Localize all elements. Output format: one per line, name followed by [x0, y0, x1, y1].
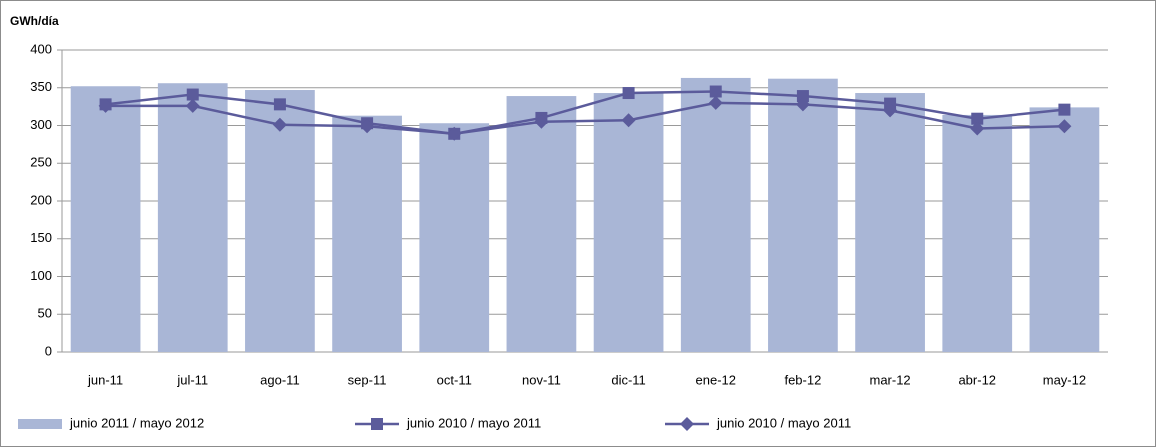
marker: [795, 97, 810, 112]
legend-label: junio 2010 / mayo 2011: [406, 415, 541, 430]
y-tick-label: 200: [30, 192, 52, 207]
marker: [185, 98, 200, 113]
marker: [1057, 119, 1072, 134]
bar: [1029, 107, 1100, 352]
x-tick-label: sep-11: [348, 372, 387, 387]
marker: [971, 112, 984, 125]
bar: [680, 77, 751, 352]
marker: [621, 113, 636, 128]
bar: [855, 93, 925, 352]
legend-label: junio 2010 / mayo 2011: [716, 415, 851, 430]
y-tick-label: 150: [30, 230, 52, 245]
marker: [883, 103, 898, 118]
line: [105, 90, 1065, 136]
y-tick-label: 50: [38, 306, 52, 321]
bar: [70, 86, 141, 353]
marker: [534, 114, 549, 129]
marker: [622, 87, 635, 100]
bar: [419, 123, 490, 352]
marker: [796, 90, 809, 103]
bar: [332, 115, 402, 352]
x-tick-label: feb-12: [784, 372, 821, 387]
bar: [942, 114, 1013, 353]
y-tick-label: 400: [30, 41, 52, 56]
x-tick-label: may-12: [1043, 372, 1086, 387]
legend-swatch: [18, 419, 62, 429]
x-tick-label: jun-11: [87, 372, 123, 387]
marker: [98, 98, 113, 113]
x-tick-label: ene-12: [696, 372, 736, 387]
marker: [273, 98, 286, 111]
marker: [970, 121, 985, 136]
x-tick-label: jul-11: [176, 372, 208, 387]
y-axis-label: GWh/día: [10, 14, 59, 28]
x-tick-label: abr-12: [958, 372, 996, 387]
x-tick-label: mar-12: [869, 372, 910, 387]
legend-marker: [371, 418, 383, 430]
y-tick-label: 300: [30, 117, 52, 132]
marker: [272, 117, 287, 132]
y-tick-label: 100: [30, 268, 52, 283]
marker: [360, 119, 375, 134]
x-tick-label: nov-11: [522, 372, 561, 387]
marker: [709, 85, 722, 98]
marker: [708, 95, 723, 110]
y-tick-label: 250: [30, 155, 52, 170]
bar: [768, 78, 838, 352]
marker: [447, 126, 462, 141]
bar: [245, 90, 315, 352]
bar: [157, 83, 228, 352]
x-tick-label: dic-11: [611, 372, 645, 387]
marker: [1058, 103, 1071, 116]
line: [105, 101, 1065, 136]
bar: [593, 93, 664, 352]
x-tick-label: ago-11: [260, 372, 300, 387]
bar: [506, 96, 577, 353]
y-tick-label: 350: [30, 79, 52, 94]
legend-label: junio 2011 / mayo 2012: [69, 415, 204, 430]
x-tick-label: oct-11: [437, 372, 472, 387]
legend-marker: [680, 417, 694, 431]
y-tick-label: 0: [45, 343, 52, 358]
marker: [186, 88, 199, 101]
